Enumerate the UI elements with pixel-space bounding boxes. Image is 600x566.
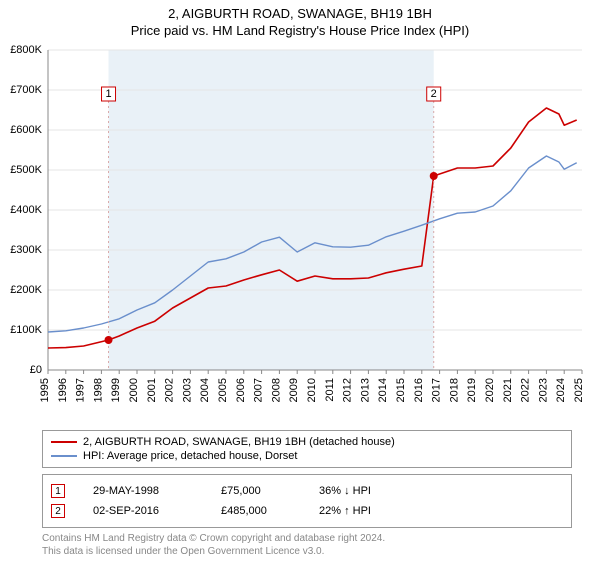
transaction-date: 02-SEP-2016 — [93, 505, 193, 517]
svg-text:2011: 2011 — [324, 378, 336, 402]
transaction-pct: 22% ↑ HPI — [319, 505, 409, 517]
svg-text:2007: 2007 — [253, 378, 265, 402]
svg-text:2019: 2019 — [466, 378, 478, 402]
svg-text:1999: 1999 — [110, 378, 122, 402]
svg-text:2010: 2010 — [306, 378, 318, 402]
svg-text:2008: 2008 — [270, 378, 282, 402]
svg-text:1997: 1997 — [75, 378, 87, 402]
transaction-date: 29-MAY-1998 — [93, 485, 193, 497]
legend-label: 2, AIGBURTH ROAD, SWANAGE, BH19 1BH (det… — [83, 436, 395, 448]
chart-container: 2, AIGBURTH ROAD, SWANAGE, BH19 1BH Pric… — [0, 6, 600, 566]
svg-text:2003: 2003 — [181, 378, 193, 402]
svg-text:2016: 2016 — [413, 378, 425, 402]
svg-text:2023: 2023 — [537, 378, 549, 402]
footnote: Contains HM Land Registry data © Crown c… — [42, 532, 572, 558]
transaction-row: 1 29-MAY-1998 £75,000 36% ↓ HPI — [51, 481, 563, 501]
svg-text:2: 2 — [431, 88, 437, 100]
transaction-pct: 36% ↓ HPI — [319, 485, 409, 497]
svg-text:£700K: £700K — [10, 84, 42, 96]
svg-text:2002: 2002 — [164, 378, 176, 402]
transaction-marker: 1 — [51, 484, 65, 498]
svg-text:£600K: £600K — [10, 124, 42, 136]
legend-row: 2, AIGBURTH ROAD, SWANAGE, BH19 1BH (det… — [51, 435, 563, 449]
svg-text:2018: 2018 — [448, 378, 460, 402]
transactions-box: 1 29-MAY-1998 £75,000 36% ↓ HPI 2 02-SEP-2016… — [42, 474, 572, 528]
svg-text:£500K: £500K — [10, 164, 42, 176]
transaction-row: 2 02-SEP-2016 £485,000 22% ↑ HPI — [51, 501, 563, 521]
svg-text:£0: £0 — [30, 364, 42, 376]
transaction-price: £75,000 — [221, 485, 291, 497]
svg-text:£300K: £300K — [10, 244, 42, 256]
chart-subtitle: Price paid vs. HM Land Registry's House … — [0, 23, 600, 38]
legend-row: HPI: Average price, detached house, Dors… — [51, 449, 563, 463]
svg-text:1996: 1996 — [57, 378, 69, 402]
legend-box: 2, AIGBURTH ROAD, SWANAGE, BH19 1BH (det… — [42, 430, 572, 468]
svg-text:2013: 2013 — [359, 378, 371, 402]
transaction-price: £485,000 — [221, 505, 291, 517]
svg-text:£800K: £800K — [10, 44, 42, 56]
footnote-line2: This data is licensed under the Open Gov… — [42, 546, 324, 557]
svg-text:2022: 2022 — [520, 378, 532, 402]
svg-text:2024: 2024 — [555, 378, 567, 402]
svg-text:£200K: £200K — [10, 284, 42, 296]
footnote-line1: Contains HM Land Registry data © Crown c… — [42, 533, 385, 544]
legend-swatch — [51, 455, 77, 457]
svg-text:2009: 2009 — [288, 378, 300, 402]
svg-text:1998: 1998 — [92, 378, 104, 402]
legend-label: HPI: Average price, detached house, Dors… — [83, 450, 297, 462]
svg-text:£100K: £100K — [10, 324, 42, 336]
chart-svg: £0 £100K £200K £300K £400K £500K £600K £700K £80… — [0, 44, 600, 424]
svg-text:2001: 2001 — [146, 378, 158, 402]
chart-title: 2, AIGBURTH ROAD, SWANAGE, BH19 1BH — [0, 6, 600, 21]
legend-swatch — [51, 441, 77, 443]
svg-text:1: 1 — [105, 88, 111, 100]
svg-text:2025: 2025 — [573, 378, 585, 402]
svg-text:£400K: £400K — [10, 204, 42, 216]
svg-text:2000: 2000 — [128, 378, 140, 402]
svg-text:2015: 2015 — [395, 378, 407, 402]
svg-text:2020: 2020 — [484, 378, 496, 402]
svg-text:2012: 2012 — [342, 378, 354, 402]
svg-text:2021: 2021 — [502, 378, 514, 402]
svg-text:2006: 2006 — [235, 378, 247, 402]
svg-text:2004: 2004 — [199, 378, 211, 402]
chart-plot: £0 £100K £200K £300K £400K £500K £600K £700K £80… — [0, 44, 600, 424]
svg-text:2017: 2017 — [431, 378, 443, 402]
svg-text:2005: 2005 — [217, 378, 229, 402]
svg-text:1995: 1995 — [39, 378, 51, 402]
svg-text:2014: 2014 — [377, 378, 389, 402]
transaction-marker: 2 — [51, 504, 65, 518]
